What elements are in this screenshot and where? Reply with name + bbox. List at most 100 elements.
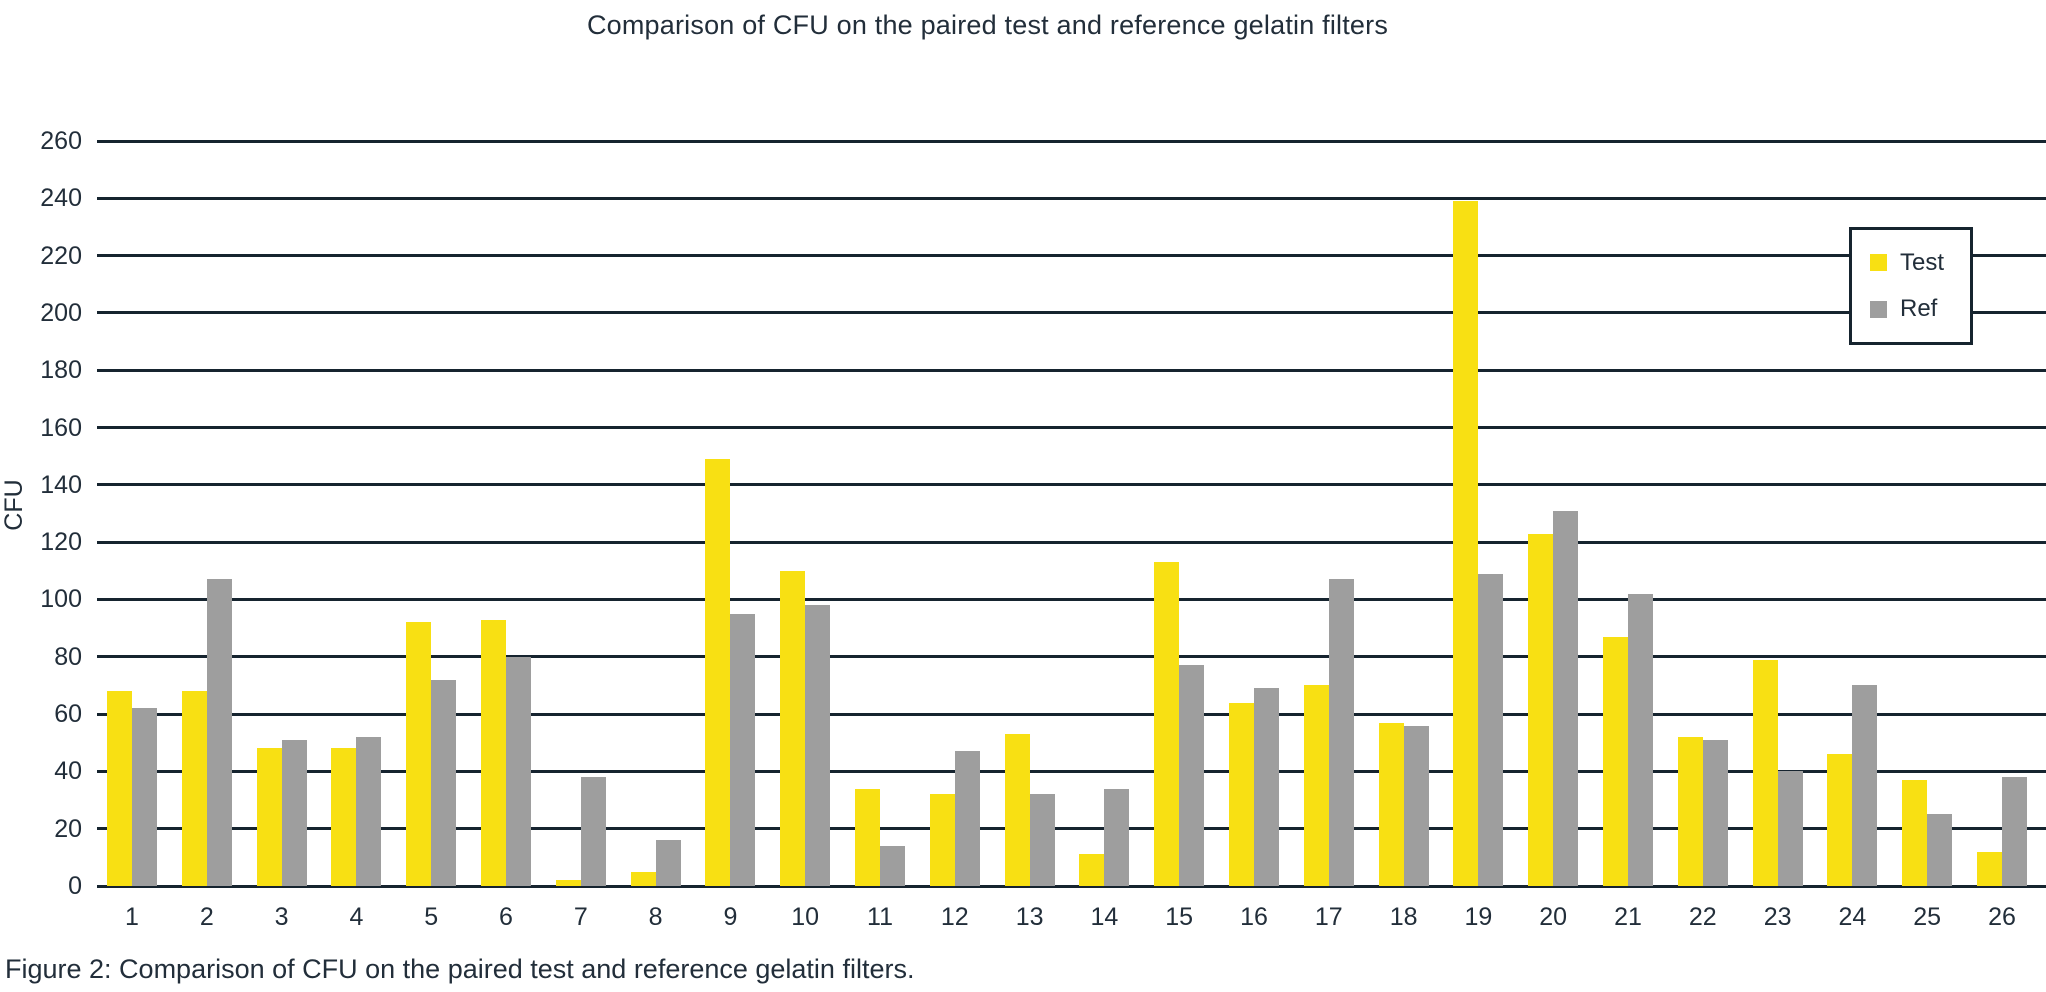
bar-group-3: [256, 141, 307, 886]
gridline-200: [97, 311, 2046, 315]
bar-test-14: [1079, 854, 1105, 886]
x-tick-label-21: 21: [1614, 903, 1642, 931]
x-tick-label-13: 13: [1015, 903, 1044, 931]
bar-group-23: [1752, 141, 1803, 886]
bar-test-18: [1378, 722, 1404, 886]
bar-ref-25: [1927, 814, 1953, 886]
bar-test-10: [780, 570, 806, 886]
gridline-220: [97, 254, 2046, 258]
x-tick-label-5: 5: [424, 903, 439, 931]
legend-label-ref: Ref: [1900, 295, 1938, 323]
bar-group-19: [1453, 141, 1504, 886]
bar-group-20: [1528, 141, 1579, 886]
bar-group-1: [107, 141, 157, 886]
y-tick-label-140: 140: [40, 470, 82, 499]
x-tick-label-9: 9: [723, 903, 738, 931]
bar-ref-1: [132, 708, 157, 886]
bar-group-10: [780, 141, 831, 886]
y-tick-label-40: 40: [54, 757, 82, 786]
bar-group-21: [1603, 141, 1653, 886]
bar-test-25: [1902, 779, 1928, 886]
plot-area: [97, 139, 2046, 888]
x-tick-label-10: 10: [791, 903, 820, 931]
y-tick-label-0: 0: [68, 872, 82, 900]
bar-test-13: [1004, 734, 1030, 886]
bar-group-15: [1154, 141, 1205, 886]
bar-test-7: [555, 880, 581, 886]
x-tick-label-6: 6: [499, 903, 513, 931]
bar-test-3: [256, 748, 282, 886]
y-tick-label-80: 80: [54, 642, 82, 671]
x-tick-label-11: 11: [867, 903, 893, 931]
bar-group-8: [630, 141, 681, 886]
bar-test-5: [406, 622, 432, 886]
gridline-180: [97, 368, 2046, 372]
bar-group-24: [1827, 141, 1878, 886]
bar-ref-20: [1553, 510, 1579, 886]
bar-ref-6: [506, 656, 531, 886]
gridline-140: [97, 483, 2046, 487]
bar-test-17: [1303, 685, 1329, 886]
test-series-swatch: [1870, 254, 1887, 272]
bar-group-4: [331, 141, 382, 886]
bar-test-26: [1977, 851, 2002, 886]
gridline-240: [97, 196, 2046, 200]
x-tick-label-14: 14: [1090, 903, 1119, 931]
bar-group-9: [705, 141, 756, 886]
gridline-0: [97, 884, 2046, 888]
bar-ref-16: [1254, 688, 1279, 886]
legend-label-test: Test: [1900, 248, 1945, 276]
bar-test-6: [481, 619, 506, 886]
ref-series-swatch: [1870, 300, 1887, 318]
bar-test-9: [705, 459, 731, 886]
bar-group-22: [1677, 141, 1728, 886]
y-tick-label-100: 100: [40, 585, 82, 614]
gridline-260: [97, 139, 2046, 143]
bar-ref-10: [805, 605, 831, 886]
x-tick-label-3: 3: [274, 903, 289, 931]
bar-group-6: [481, 141, 531, 886]
gridline-160: [97, 426, 2046, 430]
bar-test-11: [855, 788, 880, 886]
bar-ref-13: [1029, 794, 1055, 886]
bar-group-5: [406, 141, 457, 886]
x-tick-label-7: 7: [573, 903, 588, 931]
x-tick-label-24: 24: [1838, 903, 1867, 931]
bar-group-16: [1229, 141, 1279, 886]
bar-ref-3: [281, 739, 307, 886]
y-tick-label-260: 260: [40, 127, 82, 155]
chart-title: Comparison of CFU on the paired test and…: [586, 10, 1389, 40]
x-tick-label-18: 18: [1389, 903, 1418, 931]
bar-ref-5: [431, 679, 457, 886]
bar-group-18: [1378, 141, 1429, 886]
y-tick-label-120: 120: [40, 528, 82, 557]
bar-ref-7: [580, 777, 606, 886]
bar-ref-18: [1403, 725, 1429, 886]
bar-test-12: [929, 794, 955, 886]
x-tick-label-12: 12: [940, 903, 969, 931]
bar-group-14: [1079, 141, 1130, 886]
bar-test-21: [1603, 636, 1628, 886]
y-tick-label-220: 220: [40, 241, 82, 270]
x-tick-label-17: 17: [1314, 903, 1343, 931]
x-tick-label-25: 25: [1913, 903, 1942, 931]
figure-caption: Figure 2: Comparison of CFU on the paire…: [5, 954, 915, 984]
bar-ref-9: [730, 613, 756, 886]
x-tick-label-2: 2: [199, 903, 214, 931]
gridline-80: [97, 655, 2046, 659]
y-tick-label-20: 20: [54, 814, 82, 843]
bar-ref-23: [1777, 771, 1803, 886]
legend: Test Ref: [1849, 227, 1973, 345]
bar-ref-21: [1628, 593, 1653, 886]
bar-ref-22: [1702, 739, 1728, 886]
bar-ref-17: [1328, 579, 1354, 886]
bar-ref-14: [1104, 788, 1130, 886]
bar-test-15: [1154, 562, 1180, 886]
x-tick-label-22: 22: [1688, 903, 1717, 931]
gridline-100: [97, 597, 2046, 601]
x-tick-label-8: 8: [648, 903, 663, 931]
bar-group-17: [1303, 141, 1354, 886]
bar-ref-12: [954, 751, 980, 886]
bar-test-19: [1453, 201, 1479, 886]
